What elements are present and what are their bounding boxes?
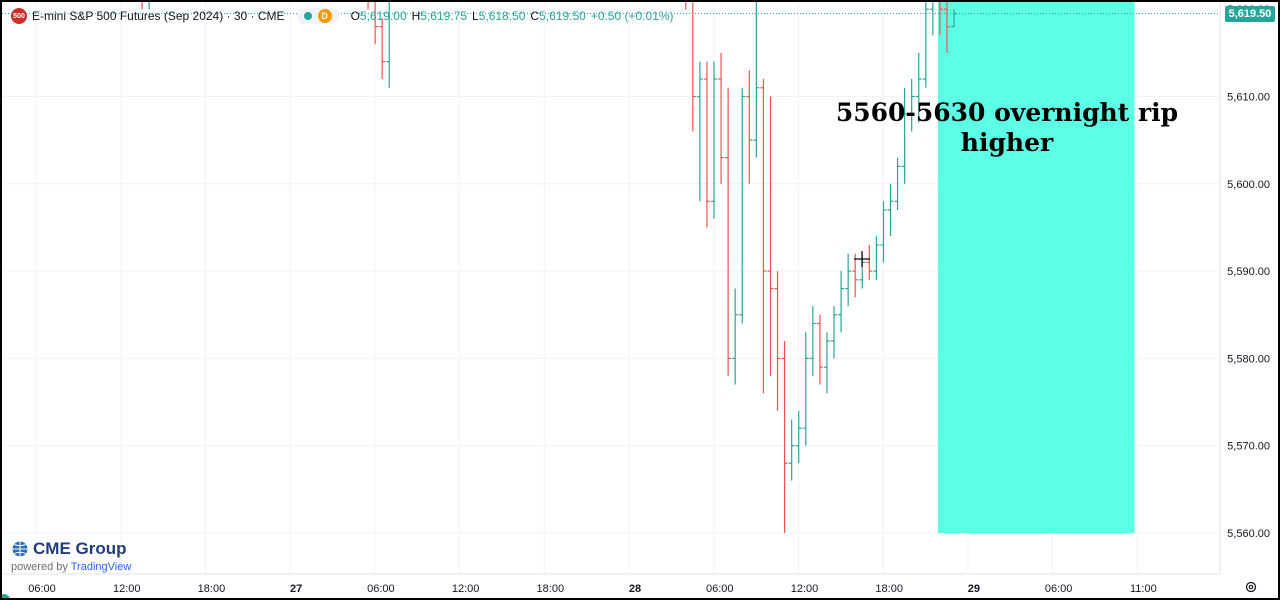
open-label: O <box>350 9 360 23</box>
ohlc-bar <box>379 17 386 80</box>
provider-name: TradingView <box>70 561 132 573</box>
ohlc-bar <box>831 306 838 359</box>
ohlc-bar <box>781 340 788 533</box>
x-tick-label: 06:00 <box>706 583 734 595</box>
ohlc-bar <box>732 288 739 385</box>
ohlc-bar <box>802 332 809 446</box>
powered-by: powered by TradingView <box>11 561 131 573</box>
ohlc-bar <box>894 157 901 210</box>
low-label: L <box>472 9 479 23</box>
x-tick-label: 18:00 <box>198 583 226 595</box>
high-label: H <box>411 9 421 23</box>
annotation-line-1: 5560-5630 overnight rip <box>835 98 1179 127</box>
ohlc-bar <box>845 253 852 307</box>
y-tick-label: 5,580.00 <box>1227 353 1270 365</box>
ohlc-bar <box>718 52 725 184</box>
ohlc-bar <box>922 2 929 88</box>
close-value: 5,619.50 <box>539 9 586 23</box>
x-tick-label: 29 <box>968 583 980 595</box>
market-open-dot-icon <box>303 12 312 20</box>
ohlc-bar <box>866 244 873 280</box>
ohlc-bar <box>908 79 915 132</box>
status-dot-icon <box>2 594 10 598</box>
ohlc-bar <box>951 9 958 28</box>
price-axis[interactable]: 5,560.00 5,570.00 5,580.00 5,590.00 5,600.00… <box>1227 2 1270 540</box>
ohlc-bar <box>943 2 950 53</box>
low-value: 5,618.50 <box>478 9 526 23</box>
open-value: 5,619.00 <box>359 9 407 23</box>
y-tick-label: 5,600.00 <box>1227 179 1270 191</box>
ohlc-bar <box>746 70 753 184</box>
cme-logo: CME Group <box>33 539 127 558</box>
close-label: C <box>530 9 540 23</box>
symbol-badge[interactable]: 500 <box>11 8 27 24</box>
ohlc-bar <box>809 306 816 376</box>
highlight-box <box>937 2 1135 533</box>
ohlc-bar <box>939 2 943 36</box>
x-tick-label: 18:00 <box>875 583 903 595</box>
x-tick-label: 06:00 <box>1045 583 1073 595</box>
ohlc-bar <box>901 87 908 184</box>
x-tick-label: 28 <box>629 583 641 595</box>
ohlc-bar <box>873 236 880 280</box>
data-badge: D <box>317 9 332 23</box>
x-tick-label: 12:00 <box>791 583 819 595</box>
ohlc-bar <box>823 332 830 394</box>
last-price-tag: 5,619.50 <box>1225 5 1275 22</box>
x-tick-label: 11:00 <box>1130 583 1157 595</box>
x-tick-label: 06:00 <box>28 583 56 595</box>
ohlc-bar <box>753 2 760 158</box>
ohlc-bar <box>760 79 767 394</box>
ohlc-bar <box>696 61 703 202</box>
y-tick-label: 5,570.00 <box>1227 441 1270 453</box>
x-tick-label: 06:00 <box>367 583 395 595</box>
chart-annotation[interactable]: 5560-5630 overnight rip higher <box>822 98 1192 158</box>
time-axis[interactable]: 06:00 12:00 18:00 27 06:00 12:00 18:00 28 06:00 1… <box>28 583 1156 595</box>
ohlc-bar <box>880 201 887 263</box>
ohlc-bar <box>915 52 922 123</box>
ohlc-bar <box>739 87 746 324</box>
ohlc-bar <box>852 253 859 298</box>
ohlc-bar <box>374 2 379 45</box>
ohlc-values: O5,619.00 H5,619.75 L5,618.50 C5,619.50 … <box>351 9 674 23</box>
candle-bars <box>141 2 958 533</box>
status-pill[interactable]: D <box>296 8 339 24</box>
ohlc-bar <box>838 271 845 333</box>
ohlc-bar <box>685 2 687 10</box>
ohlc-bar <box>725 87 732 376</box>
x-tick-label: 12:00 <box>113 583 141 595</box>
symbol-title[interactable]: E-mini S&P 500 Futures (Sep 2024) · 30 ·… <box>32 9 285 23</box>
ohlc-bar <box>887 183 894 237</box>
ohlc-bar <box>788 419 795 481</box>
ohlc-bar <box>929 2 934 36</box>
y-tick-label: 5,590.00 <box>1227 266 1270 278</box>
chart-legend: 500 E-mini S&P 500 Futures (Sep 2024) · … <box>11 8 674 24</box>
ohlc-bar <box>386 2 390 88</box>
y-tick-label: 5,610.00 <box>1227 92 1270 104</box>
ohlc-bar <box>816 314 823 385</box>
y-tick-label: 5,560.00 <box>1227 528 1270 540</box>
high-value: 5,619.75 <box>420 9 468 23</box>
change-value: +0.50 (+0.01%) <box>590 9 674 23</box>
ohlc-bar <box>774 271 781 411</box>
grid <box>2 2 1220 574</box>
ohlc-bar <box>767 96 774 376</box>
crosshair-icon <box>854 251 870 267</box>
x-tick-label: 18:00 <box>537 583 565 595</box>
ohlc-bar <box>692 2 696 132</box>
x-tick-label: 12:00 <box>452 583 480 595</box>
ohlc-bar <box>711 61 717 219</box>
branding[interactable]: CME Group powered by TradingView <box>11 539 131 573</box>
ohlc-bar <box>795 410 802 464</box>
gear-icon[interactable] <box>1244 580 1258 594</box>
cme-globe-icon <box>12 541 28 557</box>
powered-by-text: powered by <box>11 561 68 573</box>
ohlc-bar <box>703 61 710 228</box>
annotation-line-2: higher <box>960 128 1054 157</box>
x-tick-label: 27 <box>290 583 302 595</box>
